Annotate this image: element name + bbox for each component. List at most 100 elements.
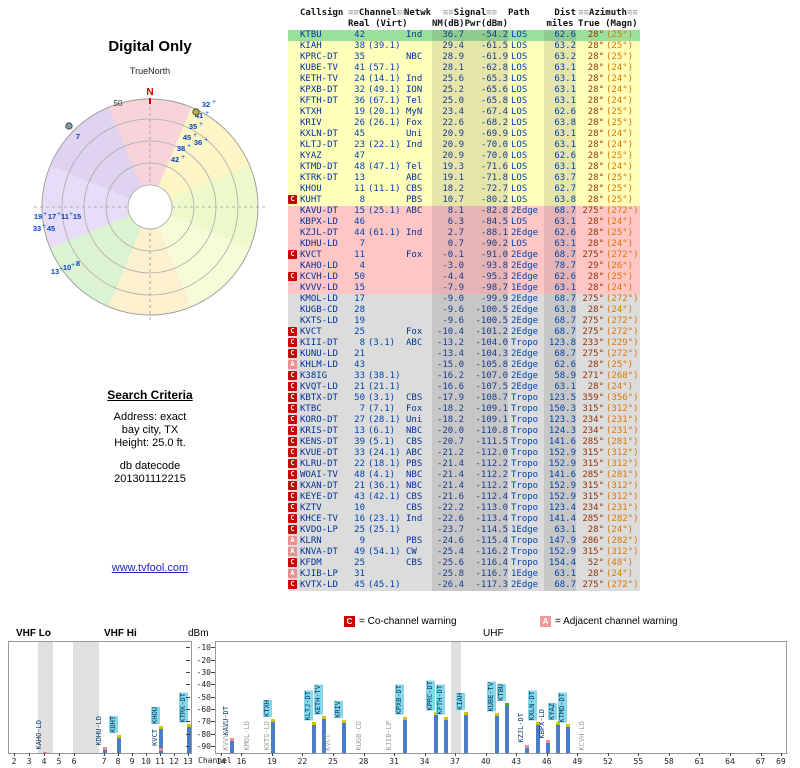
cell-mi: 63.1 <box>544 63 576 74</box>
cell-pa: Tropo <box>511 415 539 425</box>
cell-vi <box>366 195 404 206</box>
cell-warning: C <box>288 371 300 382</box>
signal-bar <box>321 716 326 753</box>
channel-tick-label: 37 <box>450 757 460 766</box>
cell-mi: 63.1 <box>544 162 576 173</box>
table-row: KMOL-LD 17 -9.0 -99.9 2Edge 68.7 275° (272°) <box>288 294 640 305</box>
cell-cs: KCVH-LD <box>300 272 338 282</box>
co-channel-warning-badge: C <box>288 580 297 589</box>
table-row: KUGB-CD 28 -9.6 -100.5 2Edge 63.8 28° (24°) <box>288 305 640 316</box>
cell-re: 39 <box>354 437 365 447</box>
table-row: C KVDO-LP 25 (25.1) -23.7 -114.5 1Edge 63.1 28°(… <box>288 525 640 536</box>
cell-nm: 18.2 <box>432 184 464 195</box>
cell-re: 11 <box>354 250 365 260</box>
cell-mg: (272°) <box>606 206 639 216</box>
tvfool-link[interactable]: www.tvfool.com <box>111 562 189 574</box>
cell-pa: 1Edge <box>511 569 539 579</box>
cell-warning: C <box>288 459 300 470</box>
cell-pa: LOS <box>511 151 528 161</box>
signal-bar-cap <box>505 702 510 706</box>
cell-pa: 2Edge <box>511 327 539 337</box>
db-datecode-value: 201301112215 <box>114 473 186 485</box>
signal-bar <box>43 751 47 753</box>
cell-vi: (23.1) <box>368 514 401 524</box>
cell-pa: Tropo <box>511 514 539 524</box>
cell-mi: 62.6 <box>544 107 576 118</box>
cell-vi <box>366 283 404 294</box>
co-channel-warning-badge: C <box>288 525 297 534</box>
cell-tr: 315° <box>582 481 604 491</box>
cell-nw <box>404 382 432 393</box>
channel-tick-label: 52 <box>603 757 613 766</box>
cell-nm: -26.4 <box>432 580 464 591</box>
cell-nw <box>404 525 432 536</box>
cell-pa: 2Edge <box>511 360 539 370</box>
co-channel-legend-badge: C <box>344 616 355 627</box>
cell-cs: KZTV <box>300 503 322 513</box>
signal-bar <box>403 716 408 753</box>
x-axis-tick-mark <box>760 753 762 756</box>
cell-nw: NBC <box>406 481 423 491</box>
cell-nw: CBS <box>406 492 423 502</box>
plus-marker: + <box>59 266 63 273</box>
cell-tr: 28° <box>587 140 604 150</box>
cell-nw: CBS <box>406 503 423 513</box>
cell-tr: 275° <box>582 349 604 359</box>
co-channel-warning-badge: C <box>288 437 297 446</box>
cell-nm: 8.1 <box>432 206 464 217</box>
bar-callsign-label: KPXB-DT <box>395 685 405 715</box>
channel-tick-label: 64 <box>725 757 735 766</box>
cell-re: 25 <box>354 558 365 568</box>
cell-pw: -110.8 <box>464 426 508 437</box>
table-row: KHOU 11 (11.1) CBS 18.2 -72.7 LOS 62.7 28° (25°) <box>288 184 640 195</box>
y-axis-tick-mark <box>211 659 215 661</box>
x-axis-tick-mark <box>132 753 133 756</box>
search-criteria: Search Criteria Address: exact bay city,… <box>50 388 250 450</box>
signal-bar <box>117 734 121 753</box>
signal-bar <box>103 747 107 753</box>
cell-nw: CBS <box>406 393 423 403</box>
cell-nm: 29.4 <box>432 41 464 52</box>
cell-warning: C <box>288 349 300 360</box>
cell-tr: 315° <box>582 459 604 469</box>
cell-warning <box>288 41 300 52</box>
cell-pw: -109.1 <box>464 404 508 415</box>
cell-mi: 68.7 <box>544 327 576 338</box>
cell-mi: 62.6 <box>544 151 576 162</box>
uhf-band-label: UHF <box>483 628 504 639</box>
cell-pa: Tropo <box>511 448 539 458</box>
cell-tr: 28° <box>587 85 604 95</box>
cell-warning: C <box>288 272 300 283</box>
co-channel-warning-badge: C <box>288 558 297 567</box>
cell-mg: (25°) <box>606 272 634 282</box>
y-axis-tick-label: -80 <box>196 729 211 739</box>
x-axis-tick-mark <box>699 753 701 756</box>
cell-cs: KNVA-DT <box>300 547 338 557</box>
radar-center-disc <box>128 185 172 229</box>
bar-callsign-label: KTBU <box>497 683 507 701</box>
signal-bar-cap <box>117 734 121 738</box>
cell-tr: 28° <box>587 283 604 293</box>
cell-pa: Tropo <box>511 437 539 447</box>
cell-nm: 25.6 <box>432 74 464 85</box>
cell-pw: -116.7 <box>464 569 508 580</box>
adjacent-channel-legend-badge: A <box>540 616 551 627</box>
cell-warning: C <box>288 470 300 481</box>
table-row: C KCVH-LD 50 -4.4 -95.3 2Edge 62.6 28° (25°) <box>288 272 640 283</box>
cell-nw <box>404 294 432 305</box>
cell-mg: (25°) <box>606 107 634 117</box>
cell-mi: 154.4 <box>544 558 576 569</box>
cell-vi <box>366 536 404 547</box>
co-channel-legend-text: = Co-channel warning <box>359 616 457 627</box>
x-axis-tick-mark <box>363 753 365 756</box>
cell-pw: -105.8 <box>464 360 508 371</box>
cell-pa: Tropo <box>511 459 539 469</box>
cell-nm: -9.6 <box>432 305 464 316</box>
north-label: N <box>146 87 153 98</box>
cell-pw: -93.8 <box>464 261 508 272</box>
cell-pa: 2Edge <box>511 294 539 304</box>
signal-bar-cap <box>566 724 571 728</box>
cell-re: 26 <box>354 118 365 128</box>
cell-mi: 63.1 <box>544 569 576 580</box>
x-axis-tick-mark <box>146 753 147 756</box>
